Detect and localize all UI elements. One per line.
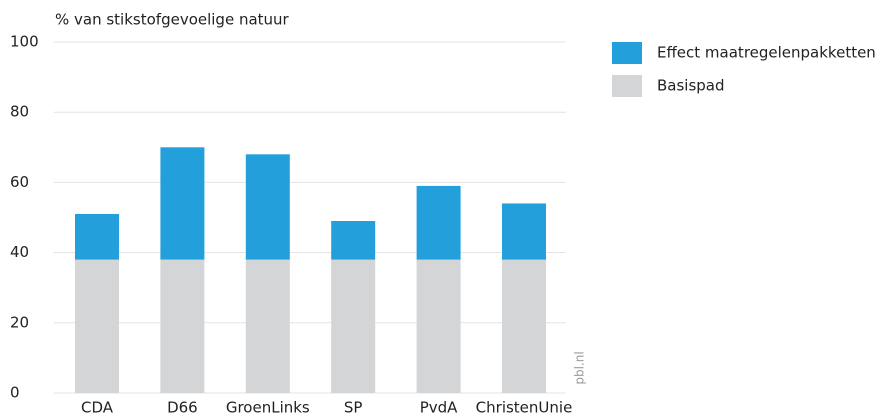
bar-segment bbox=[75, 213, 119, 260]
x-tick-label: SP bbox=[344, 399, 363, 417]
x-tick-label: PvdA bbox=[420, 399, 458, 417]
legend-swatch bbox=[612, 42, 642, 64]
bar-segment bbox=[245, 259, 290, 393]
bar-segment bbox=[160, 147, 205, 260]
x-tick-label: D66 bbox=[167, 399, 198, 417]
y-tick-label: 40 bbox=[10, 243, 29, 261]
y-tick-label: 60 bbox=[10, 173, 29, 191]
bar-segment bbox=[75, 259, 119, 393]
y-tick-label: 100 bbox=[10, 33, 39, 51]
legend-label: Basispad bbox=[657, 77, 725, 95]
bar-segment bbox=[502, 203, 546, 260]
x-tick-label: CDA bbox=[81, 399, 114, 417]
x-tick-label: ChristenUnie bbox=[476, 399, 573, 417]
x-tick-label: GroenLinks bbox=[226, 399, 310, 417]
y-tick-label: 20 bbox=[10, 313, 29, 331]
y-tick-label: 80 bbox=[10, 103, 29, 121]
bar-segment bbox=[331, 259, 376, 393]
bar-segment bbox=[416, 259, 461, 393]
bar-segment bbox=[416, 185, 461, 260]
source: pbl.nl bbox=[573, 351, 587, 384]
bar-segment bbox=[160, 259, 205, 393]
y-axis-label: % van stikstofgevoelige natuur bbox=[55, 11, 290, 29]
bar-segment bbox=[502, 259, 546, 393]
legend-label: Effect maatregelenpakketten bbox=[657, 44, 876, 62]
bar-segment bbox=[331, 221, 376, 260]
bar-segment bbox=[245, 154, 290, 260]
legend-swatch bbox=[612, 75, 642, 97]
y-tick-label: 0 bbox=[10, 384, 20, 402]
